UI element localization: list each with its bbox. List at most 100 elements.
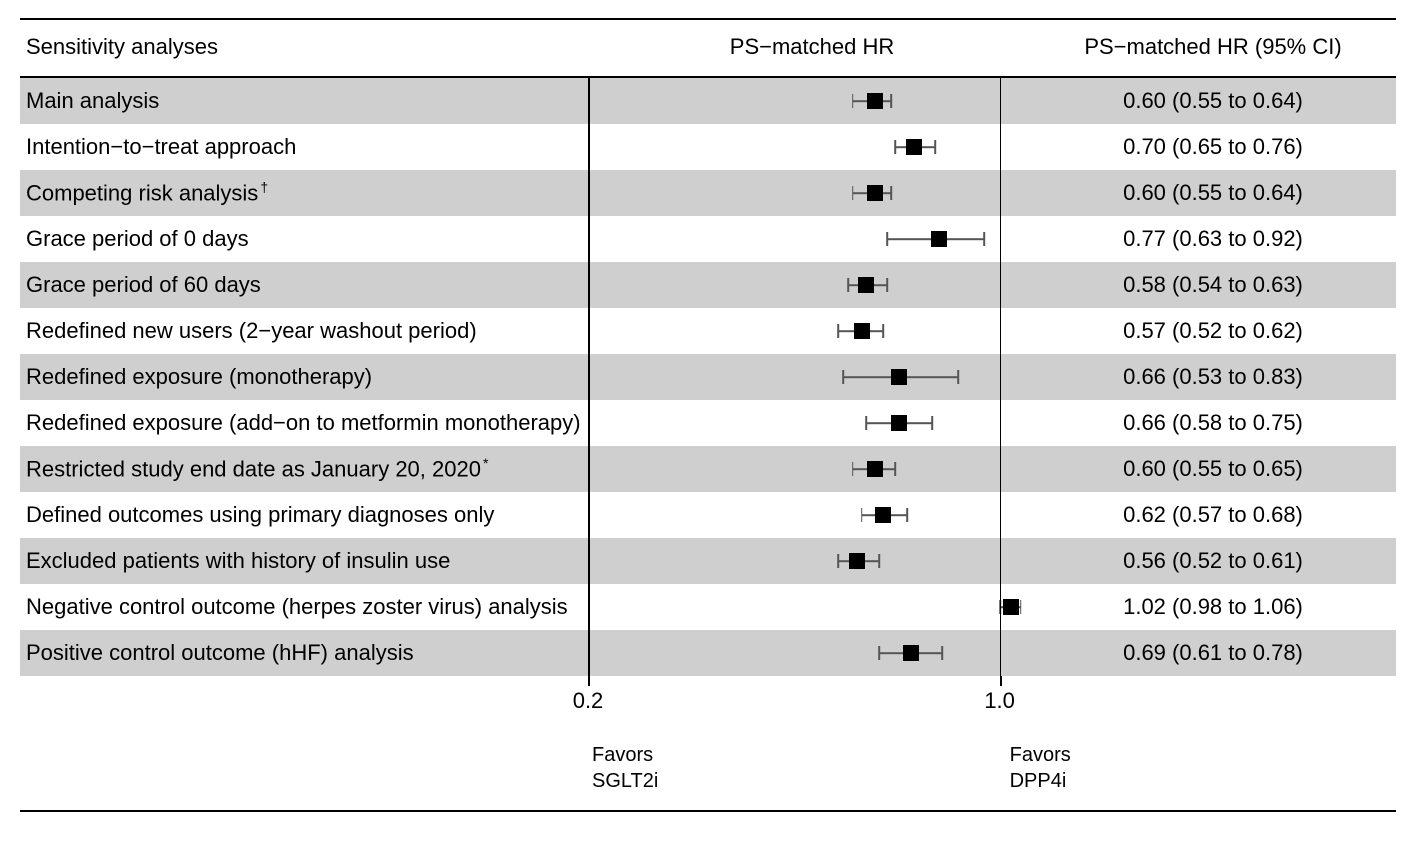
favors-labels: FavorsSGLT2iFavorsDPP4i: [588, 742, 1024, 798]
point-estimate-marker: [867, 185, 883, 201]
favors-left: FavorsSGLT2i: [592, 742, 658, 794]
ci-cap-low: [852, 186, 854, 200]
row-plot-cell: [594, 354, 1030, 400]
row-ci-text: 1.02 (0.98 to 1.06): [1030, 594, 1396, 620]
ci-cap-high: [931, 416, 933, 430]
axis-tick: [588, 676, 590, 686]
row-label: Positive control outcome (hHF) analysis: [20, 640, 594, 666]
ci-cap-high: [957, 370, 959, 384]
ci-cap-low: [852, 462, 854, 476]
point-estimate-marker: [1003, 599, 1019, 615]
point-estimate-marker: [854, 323, 870, 339]
ci-cap-high: [891, 186, 893, 200]
row-ci-text: 0.60 (0.55 to 0.64): [1030, 180, 1396, 206]
header-label: Sensitivity analyses: [20, 34, 594, 60]
axis-labels: 0.21.0: [588, 688, 1024, 718]
row-label: Grace period of 60 days: [20, 272, 594, 298]
row-label: Competing risk analysis†: [20, 179, 594, 206]
ci-cap-low: [838, 554, 840, 568]
ci-cap-low: [847, 278, 849, 292]
row-label-suffix: †: [260, 179, 268, 195]
ci-cap-low: [1000, 600, 1002, 614]
row-plot-cell: [594, 630, 1030, 676]
rule-top: [20, 18, 1396, 20]
row-label: Redefined exposure (add−on to metformin …: [20, 410, 594, 436]
row-plot-cell: [594, 262, 1030, 308]
row-label: Defined outcomes using primary diagnoses…: [20, 502, 594, 528]
header-ci: PS−matched HR (95% CI): [1030, 34, 1396, 60]
row-ci-text: 0.70 (0.65 to 0.76): [1030, 134, 1396, 160]
forest-row: Redefined exposure (monotherapy) 0.66 (0.…: [20, 354, 1396, 400]
row-ci-text: 0.57 (0.52 to 0.62): [1030, 318, 1396, 344]
ci-cap-high: [906, 508, 908, 522]
ci-cap-low: [842, 370, 844, 384]
rule-bottom: [20, 810, 1396, 812]
row-ci-text: 0.60 (0.55 to 0.65): [1030, 456, 1396, 482]
forest-row: Excluded patients with history of insuli…: [20, 538, 1396, 584]
axis-ticks: [588, 676, 1024, 686]
forest-rows: Main analysis 0.60 (0.55 to 0.64) Intentio…: [20, 78, 1396, 676]
ci-cap-low: [887, 232, 889, 246]
forest-plot-figure: Sensitivity analyses PS−matched HR PS−ma…: [0, 0, 1416, 820]
row-label: Intention−to−treat approach: [20, 134, 594, 160]
forest-row: Redefined new users (2−year washout peri…: [20, 308, 1396, 354]
ci-cap-low: [861, 508, 863, 522]
point-estimate-marker: [931, 231, 947, 247]
row-plot-cell: [594, 308, 1030, 354]
row-label: Grace period of 0 days: [20, 226, 594, 252]
row-plot-cell: [594, 492, 1030, 538]
forest-row: Restricted study end date as January 20,…: [20, 446, 1396, 492]
ci-cap-high: [895, 462, 897, 476]
row-label: Main analysis: [20, 88, 594, 114]
row-ci-text: 0.60 (0.55 to 0.64): [1030, 88, 1396, 114]
forest-row: Grace period of 0 days 0.77 (0.63 to 0.92…: [20, 216, 1396, 262]
forest-row: Positive control outcome (hHF) analysis 0…: [20, 630, 1396, 676]
header-plot-text: PS−matched HR: [730, 34, 894, 59]
axis-tick-label: 0.2: [573, 688, 604, 714]
ci-cap-high: [984, 232, 986, 246]
ci-cap-low: [852, 94, 854, 108]
row-plot-cell: [594, 124, 1030, 170]
point-estimate-marker: [903, 645, 919, 661]
row-ci-text: 0.69 (0.61 to 0.78): [1030, 640, 1396, 666]
ci-cap-low: [838, 324, 840, 338]
row-plot-cell: [594, 170, 1030, 216]
row-ci-text: 0.58 (0.54 to 0.63): [1030, 272, 1396, 298]
forest-row: Grace period of 60 days 0.58 (0.54 to 0.6…: [20, 262, 1396, 308]
header-row: Sensitivity analyses PS−matched HR PS−ma…: [20, 26, 1396, 70]
row-ci-text: 0.56 (0.52 to 0.61): [1030, 548, 1396, 574]
forest-row: Redefined exposure (add−on to metformin …: [20, 400, 1396, 446]
header-plot: PS−matched HR: [594, 34, 1030, 60]
ci-cap-high: [891, 94, 893, 108]
row-label: Redefined exposure (monotherapy): [20, 364, 594, 390]
forest-row: Main analysis 0.60 (0.55 to 0.64): [20, 78, 1396, 124]
ci-cap-high: [883, 324, 885, 338]
row-label: Restricted study end date as January 20,…: [20, 455, 594, 482]
point-estimate-marker: [906, 139, 922, 155]
forest-row: Negative control outcome (herpes zoster …: [20, 584, 1396, 630]
forest-row: Competing risk analysis† 0.60 (0.55 to 0.…: [20, 170, 1396, 216]
row-label: Excluded patients with history of insuli…: [20, 548, 594, 574]
row-label: Redefined new users (2−year washout peri…: [20, 318, 594, 344]
ci-cap-low: [866, 416, 868, 430]
forest-row: Intention−to−treat approach 0.70 (0.65 to…: [20, 124, 1396, 170]
ci-cap-high: [1020, 600, 1022, 614]
point-estimate-marker: [867, 461, 883, 477]
point-estimate-marker: [849, 553, 865, 569]
point-estimate-marker: [875, 507, 891, 523]
row-plot-cell: [594, 216, 1030, 262]
row-plot-cell: [594, 78, 1030, 124]
row-label-suffix: *: [483, 455, 488, 471]
row-ci-text: 0.66 (0.53 to 0.83): [1030, 364, 1396, 390]
forest-row: Defined outcomes using primary diagnoses…: [20, 492, 1396, 538]
point-estimate-marker: [891, 415, 907, 431]
point-estimate-marker: [891, 369, 907, 385]
row-ci-text: 0.62 (0.57 to 0.68): [1030, 502, 1396, 528]
ci-cap-high: [887, 278, 889, 292]
row-plot-cell: [594, 538, 1030, 584]
point-estimate-marker: [858, 277, 874, 293]
row-ci-text: 0.77 (0.63 to 0.92): [1030, 226, 1396, 252]
row-label: Negative control outcome (herpes zoster …: [20, 594, 594, 620]
ci-cap-low: [878, 646, 880, 660]
ci-cap-high: [878, 554, 880, 568]
